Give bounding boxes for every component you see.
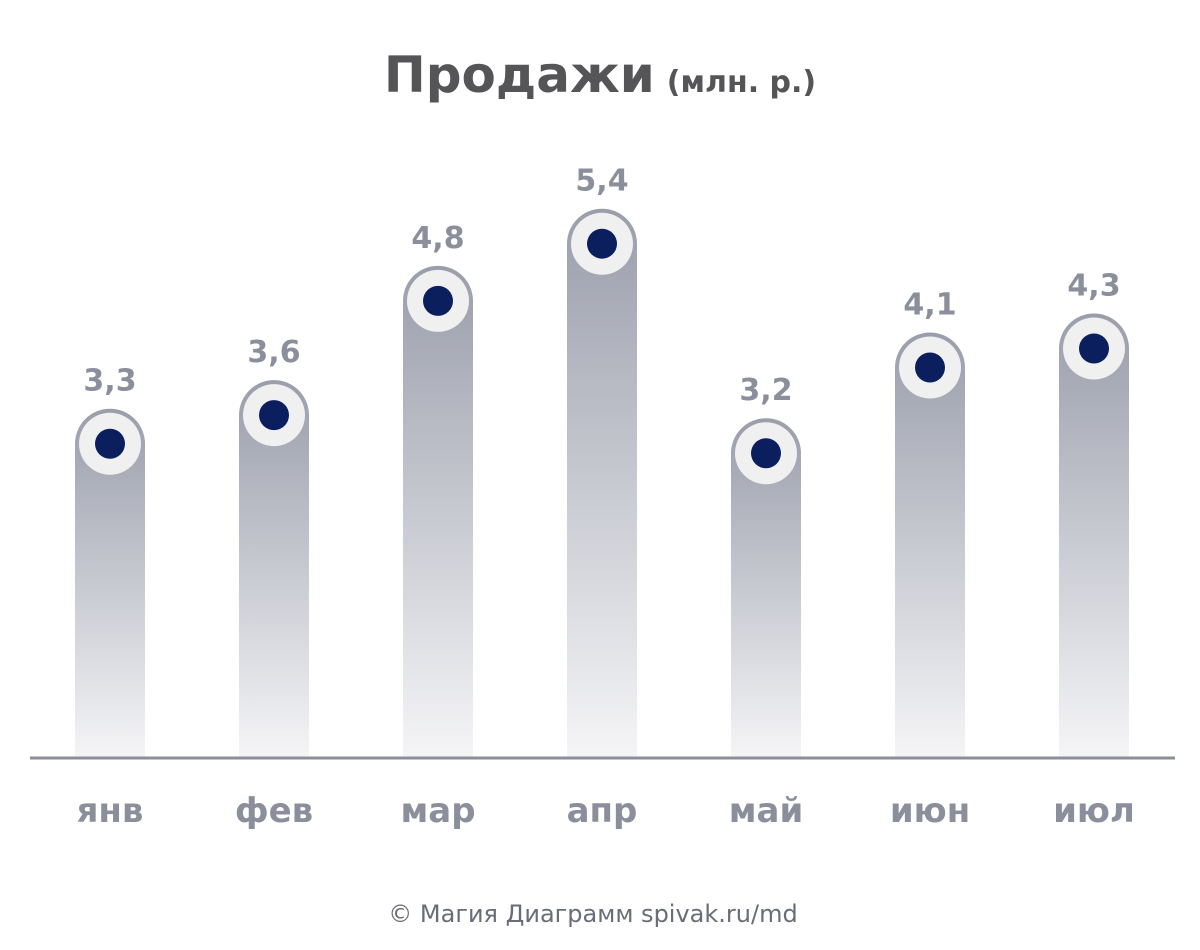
x-tick-label: июн [890, 791, 970, 831]
bar [75, 408, 145, 758]
data-label: 3,2 [739, 373, 792, 408]
data-label: 4,8 [411, 221, 464, 256]
bar [239, 380, 309, 758]
bar [1059, 313, 1129, 758]
bar [731, 418, 801, 758]
marker-dot [259, 400, 289, 431]
data-label: 5,4 [575, 164, 628, 199]
credit: © Магия Диаграмм spivak.ru/md [388, 900, 797, 928]
marker-dot [95, 428, 125, 459]
marker-dot [915, 352, 945, 383]
bar [403, 265, 473, 758]
data-label: 3,3 [83, 364, 136, 399]
data-label: 4,1 [903, 288, 956, 323]
data-label: 3,6 [247, 335, 300, 370]
x-tick-label: янв [77, 791, 144, 831]
chart-title: Продажи (млн. р.) [384, 46, 816, 104]
bar [895, 332, 965, 758]
x-tick-label: апр [567, 791, 638, 831]
bar [567, 208, 637, 759]
marker-dot [751, 438, 781, 469]
data-label: 4,3 [1067, 268, 1120, 303]
x-tick-label: май [729, 791, 804, 831]
x-tick-label: июл [1053, 791, 1135, 831]
marker-dot [1079, 333, 1109, 364]
marker-dot [587, 228, 617, 259]
marker-dot [423, 285, 453, 316]
x-tick-label: мар [400, 791, 475, 831]
x-tick-label: фев [235, 791, 313, 831]
